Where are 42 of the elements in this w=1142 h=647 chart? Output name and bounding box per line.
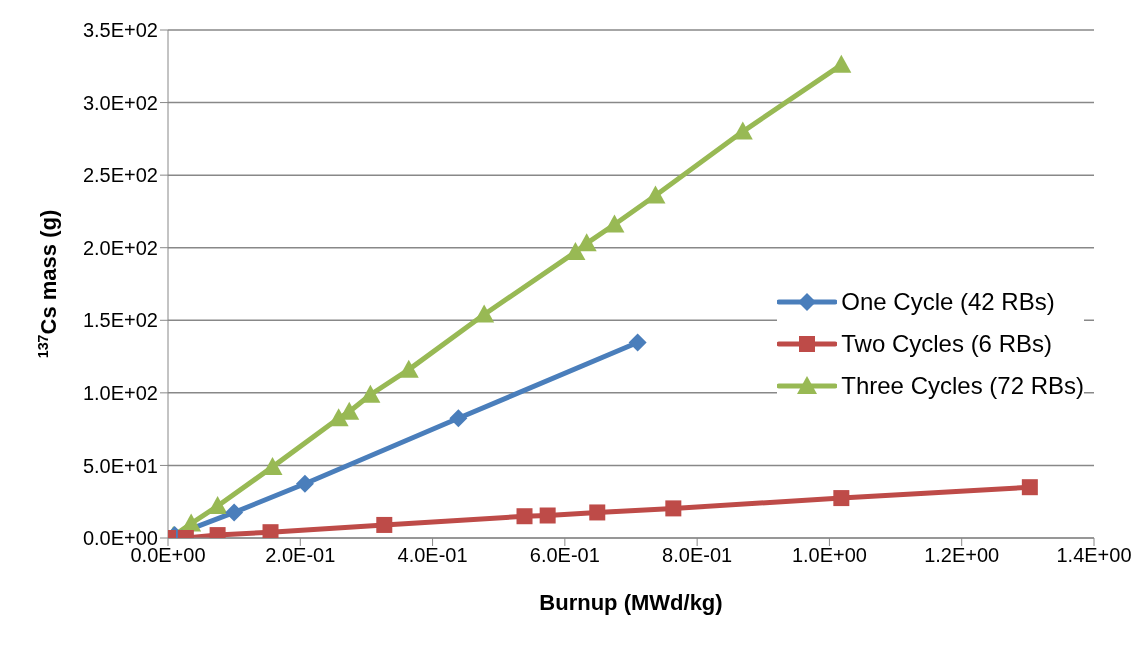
y-tick-label: 3.5E+02: [82, 19, 158, 42]
legend-label: Three Cycles (72 RBs): [841, 372, 1084, 400]
x-tick-label: 8.0E-01: [662, 544, 733, 567]
point: [732, 121, 753, 140]
point: [376, 516, 393, 533]
point: [360, 384, 381, 403]
point: [398, 359, 419, 378]
x-tick-label: 2.0E-01: [265, 544, 336, 567]
point: [262, 456, 283, 475]
point: [604, 214, 625, 233]
y-tick-label: 1.0E+02: [82, 381, 158, 404]
point: [645, 185, 666, 204]
legend-label: One Cycle (42 RBs): [841, 288, 1055, 316]
point: [449, 409, 468, 428]
x-tick-label: 4.0E-01: [397, 544, 468, 567]
point: [833, 490, 850, 507]
x-tick-label: 0.0E+00: [130, 544, 206, 567]
point: [295, 474, 314, 493]
point: [207, 496, 228, 515]
point: [665, 500, 682, 517]
point: [516, 508, 533, 525]
x-axis-title: Burnup (MWd/kg): [539, 590, 723, 615]
x-tick-label: 6.0E-01: [529, 544, 600, 567]
point: [474, 304, 495, 323]
point: [539, 507, 556, 524]
y-tick-label: 3.0E+02: [82, 91, 158, 114]
legend-label: Two Cycles (6 RBs): [841, 330, 1052, 358]
point: [628, 333, 647, 352]
x-tick-label: 1.2E+00: [924, 544, 1000, 567]
point: [565, 242, 586, 261]
point: [576, 233, 597, 252]
x-tick-label: 1.0E+00: [791, 544, 867, 567]
y-tick-label: 1.5E+02: [82, 309, 158, 332]
y-tick-label: 2.0E+02: [82, 236, 158, 259]
point: [262, 524, 279, 538]
x-tick-label: 1.4E+00: [1056, 544, 1132, 567]
point: [831, 54, 852, 73]
point: [589, 504, 606, 521]
point: [225, 503, 244, 522]
y-tick-label: 2.5E+02: [82, 164, 158, 187]
y-tick-label: 5.0E+01: [82, 454, 158, 477]
point: [1021, 479, 1038, 496]
